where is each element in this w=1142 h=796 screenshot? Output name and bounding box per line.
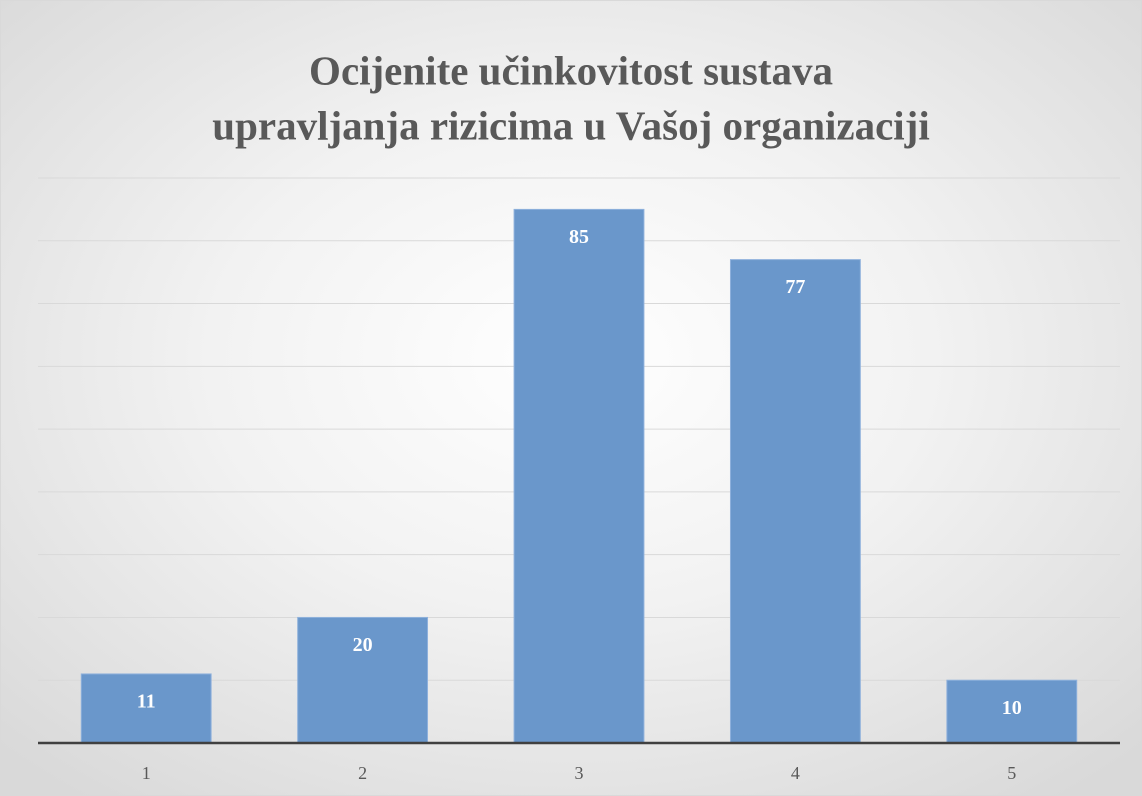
- chart-title: Ocijenite učinkovitost sustava: [309, 47, 833, 93]
- x-tick-label: 4: [791, 763, 800, 783]
- bar: [946, 679, 1078, 744]
- data-label: 85: [569, 226, 589, 248]
- data-label: 20: [353, 634, 373, 656]
- data-label: 77: [785, 276, 805, 298]
- x-tick-label: 3: [575, 763, 584, 783]
- x-tick-label: 1: [142, 763, 151, 783]
- x-tick-label: 5: [1007, 763, 1016, 783]
- data-label: 10: [1002, 697, 1022, 719]
- x-tick-label: 2: [358, 763, 367, 783]
- chart-title: upravljanja rizicima u Vašoj organizacij…: [212, 102, 929, 148]
- bar: [729, 259, 861, 744]
- bar: [80, 673, 212, 744]
- data-label: 11: [137, 691, 156, 713]
- bar: [513, 208, 645, 744]
